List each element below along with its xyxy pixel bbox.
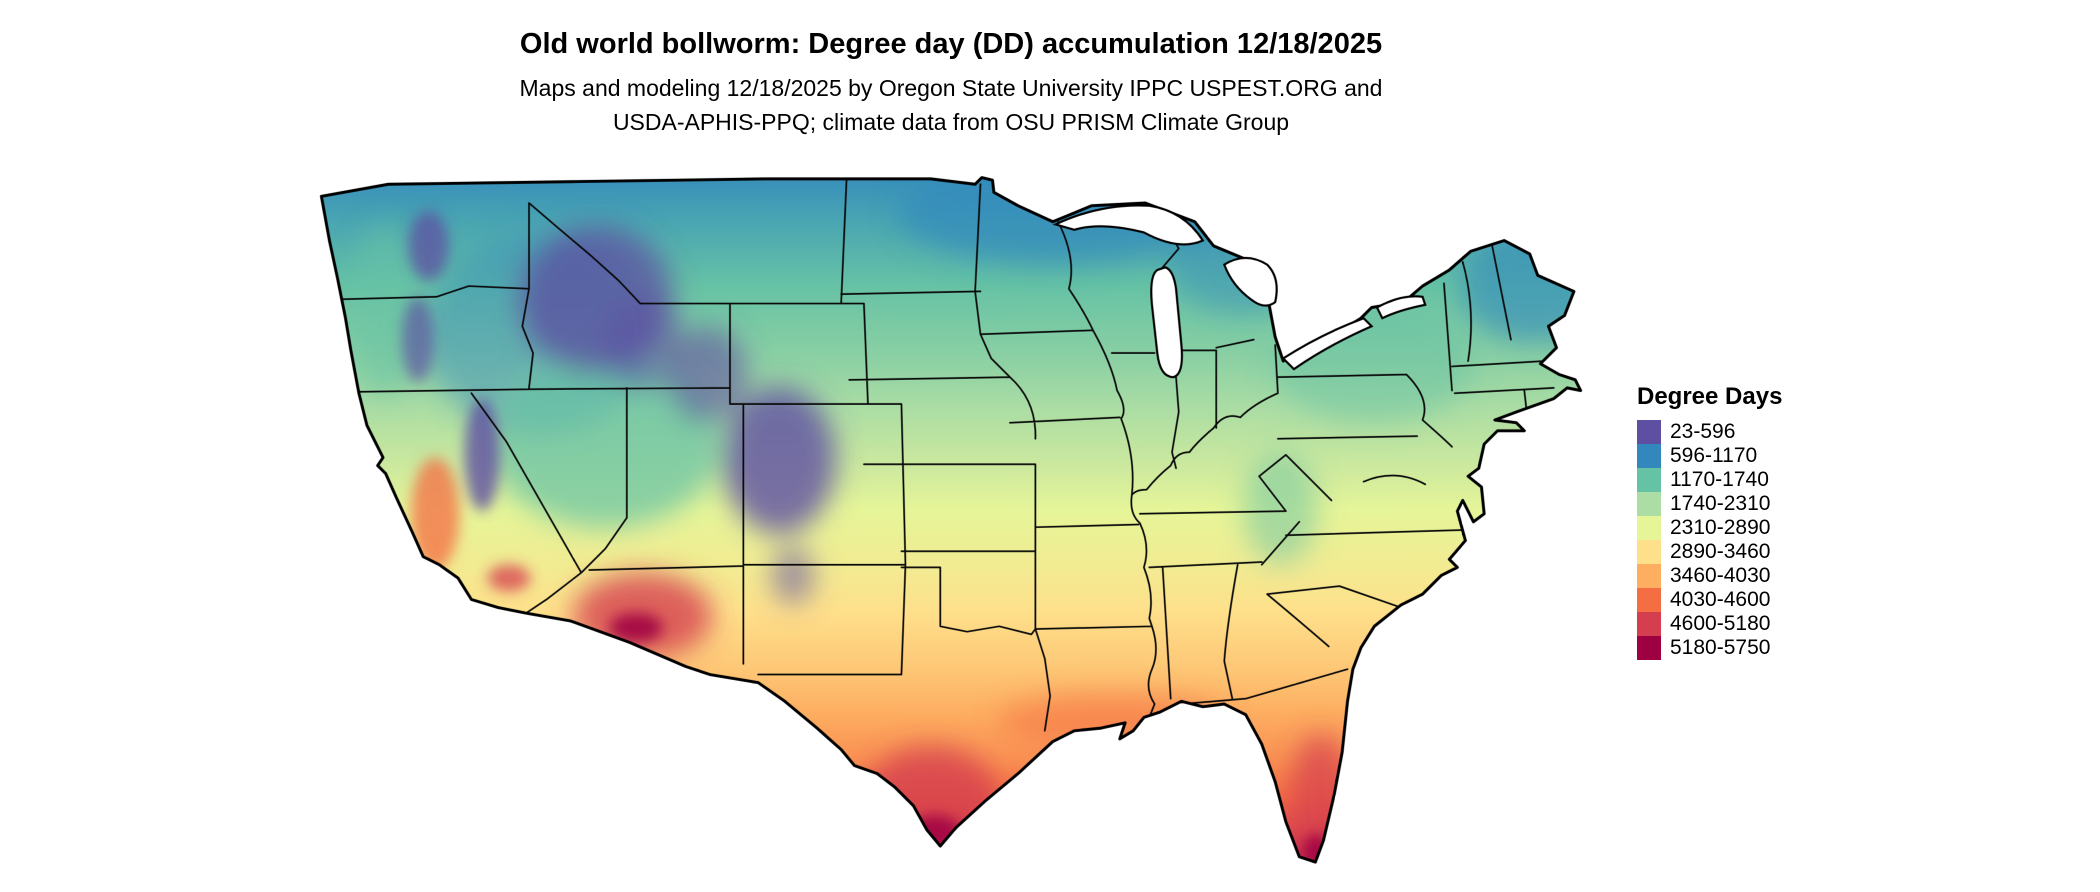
- map-header: Old world bollworm: Degree day (DD) accu…: [0, 0, 1902, 139]
- legend-label: 3460-4030: [1670, 564, 1771, 587]
- map-title: Old world bollworm: Degree day (DD) accu…: [519, 28, 1383, 60]
- legend-swatch: [1637, 564, 1661, 588]
- great-lakes: [1052, 204, 1427, 379]
- legend-swatch: [1637, 420, 1661, 444]
- lake-michigan-icon: [1150, 266, 1183, 379]
- legend-label: 2890-3460: [1670, 540, 1771, 563]
- lake-huron-icon: [1222, 256, 1278, 307]
- legend-swatch: [1637, 612, 1661, 636]
- lake-superior-icon: [1052, 204, 1205, 246]
- legend-entry: 596-1170: [1637, 444, 1782, 468]
- lake-erie-icon: [1281, 316, 1374, 371]
- legend-label: 1170-1740: [1670, 468, 1769, 491]
- legend-label: 1740-2310: [1670, 492, 1771, 515]
- legend-entry: 2890-3460: [1637, 540, 1782, 564]
- legend-label: 4030-4600: [1670, 588, 1771, 611]
- legend-swatch: [1637, 588, 1661, 612]
- legend-entry: 1740-2310: [1637, 492, 1782, 516]
- degree-days-legend: Degree Days 23-596 596-1170 1170-1740 1740-…: [1637, 383, 1782, 660]
- legend-entry: 2310-2890: [1637, 516, 1782, 540]
- lake-ontario-icon: [1375, 295, 1427, 320]
- legend-entry: 1170-1740: [1637, 468, 1782, 492]
- legend-swatch: [1637, 516, 1661, 540]
- map-subtitle: Maps and modeling 12/18/2025 by Oregon S…: [0, 72, 1902, 139]
- legend-entry: 3460-4030: [1637, 564, 1782, 588]
- raster-fill: [321, 177, 1581, 863]
- climate-hotspots: [401, 211, 1332, 863]
- legend-swatch: [1637, 444, 1661, 468]
- legend-swatch: [1637, 492, 1661, 516]
- legend-swatch: [1637, 540, 1661, 564]
- legend-entry: 4600-5180: [1637, 612, 1782, 636]
- state-borders: [331, 179, 1555, 732]
- legend-rows: 23-596 596-1170 1170-1740 1740-2310 2310-289…: [1637, 420, 1782, 660]
- map-subtitle-line1: Maps and modeling 12/18/2025 by Oregon S…: [519, 75, 1383, 102]
- legend-label: 596-1170: [1670, 444, 1758, 467]
- legend-entry: 23-596: [1637, 420, 1782, 444]
- us-map-svg: [319, 176, 1583, 864]
- us-degree-day-map: [308, 176, 1594, 873]
- legend-swatch: [1637, 636, 1661, 660]
- legend-label: 4600-5180: [1670, 612, 1771, 635]
- legend-title: Degree Days: [1637, 383, 1783, 410]
- legend-entry: 5180-5750: [1637, 636, 1782, 660]
- legend-entry: 4030-4600: [1637, 588, 1782, 612]
- legend-swatch: [1637, 468, 1661, 492]
- map-subtitle-line2: USDA-APHIS-PPQ; climate data from OSU PR…: [612, 108, 1290, 135]
- legend-label: 5180-5750: [1670, 636, 1771, 659]
- legend-label: 2310-2890: [1670, 516, 1771, 539]
- legend-label: 23-596: [1670, 420, 1736, 443]
